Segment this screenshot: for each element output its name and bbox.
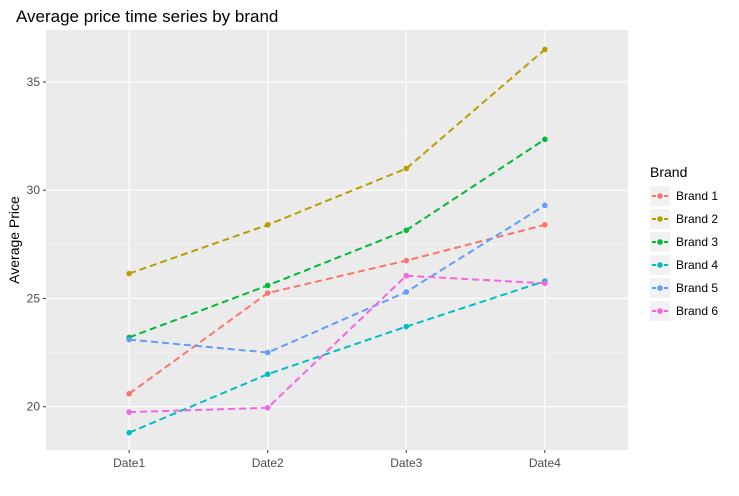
legend-key-point	[657, 308, 663, 314]
legend-item: Brand 5	[650, 278, 718, 298]
legend-item: Brand 6	[650, 301, 718, 321]
x-tick-label: Date4	[529, 456, 561, 470]
series-layer	[126, 46, 548, 436]
y-axis-title: Average Price	[6, 196, 22, 284]
legend-key-point	[657, 193, 663, 199]
series-line	[129, 274, 545, 414]
legend-item: Brand 1	[650, 186, 718, 206]
data-point	[126, 409, 132, 415]
legend-title: Brand	[650, 164, 687, 180]
x-tick-label: Date2	[252, 456, 284, 470]
data-point	[542, 46, 548, 53]
legend-label: Brand 1	[676, 189, 718, 203]
series-brand-6	[126, 272, 548, 415]
plot-panel	[46, 30, 628, 450]
legend-item: Brand 4	[650, 255, 718, 275]
series-line	[128, 138, 546, 339]
y-axis-ticks: 20 25 30 35	[27, 75, 46, 414]
data-point	[264, 349, 271, 356]
data-point	[403, 227, 410, 234]
data-point	[126, 390, 132, 397]
legend-key-point	[657, 239, 663, 245]
y-tick-label: 30	[27, 183, 41, 197]
grid-major	[46, 30, 628, 450]
series-brand-2	[126, 46, 548, 277]
data-point	[126, 429, 132, 436]
series-brand-5	[126, 202, 548, 356]
data-point	[403, 272, 410, 279]
legend-key-point	[657, 216, 663, 222]
x-tick-label: Date3	[390, 456, 422, 470]
y-tick-label: 20	[27, 400, 41, 414]
data-point	[403, 289, 410, 295]
legend-label: Brand 2	[676, 212, 718, 226]
data-point	[542, 136, 548, 143]
data-point	[403, 257, 410, 264]
legend-item: Brand 2	[650, 209, 718, 229]
legend-label: Brand 4	[676, 258, 718, 272]
legend-key-point	[657, 285, 663, 291]
series-line	[128, 280, 546, 434]
data-point	[264, 222, 271, 228]
data-point	[126, 336, 132, 343]
data-point	[264, 282, 271, 289]
legend-label: Brand 3	[676, 235, 718, 249]
series-line	[129, 204, 546, 354]
data-point	[542, 222, 548, 228]
legend-label: Brand 5	[676, 281, 718, 295]
y-tick-label: 25	[27, 291, 41, 305]
data-point	[264, 290, 271, 296]
series-line	[128, 48, 546, 275]
data-point	[542, 202, 548, 209]
grid-minor	[46, 135, 628, 353]
data-point	[264, 404, 271, 411]
x-tick-label: Date1	[113, 456, 145, 470]
y-tick-label: 35	[27, 75, 41, 89]
legend-key-point	[657, 262, 663, 268]
legend-items: Brand 1 Brand 2 Brand 3 Brand 4 Brand 5 Brand…	[650, 186, 718, 321]
data-point	[403, 165, 410, 172]
data-point	[403, 323, 410, 330]
series-brand-1	[126, 222, 548, 397]
series-line	[128, 223, 546, 395]
legend-label: Brand 6	[676, 304, 718, 318]
data-point	[264, 371, 271, 378]
data-point	[126, 270, 132, 277]
legend-item: Brand 3	[650, 232, 718, 252]
x-axis-ticks: Date1 Date2 Date3 Date4	[113, 450, 561, 470]
chart-title: Average price time series by brand	[16, 7, 278, 26]
data-point	[542, 280, 548, 287]
